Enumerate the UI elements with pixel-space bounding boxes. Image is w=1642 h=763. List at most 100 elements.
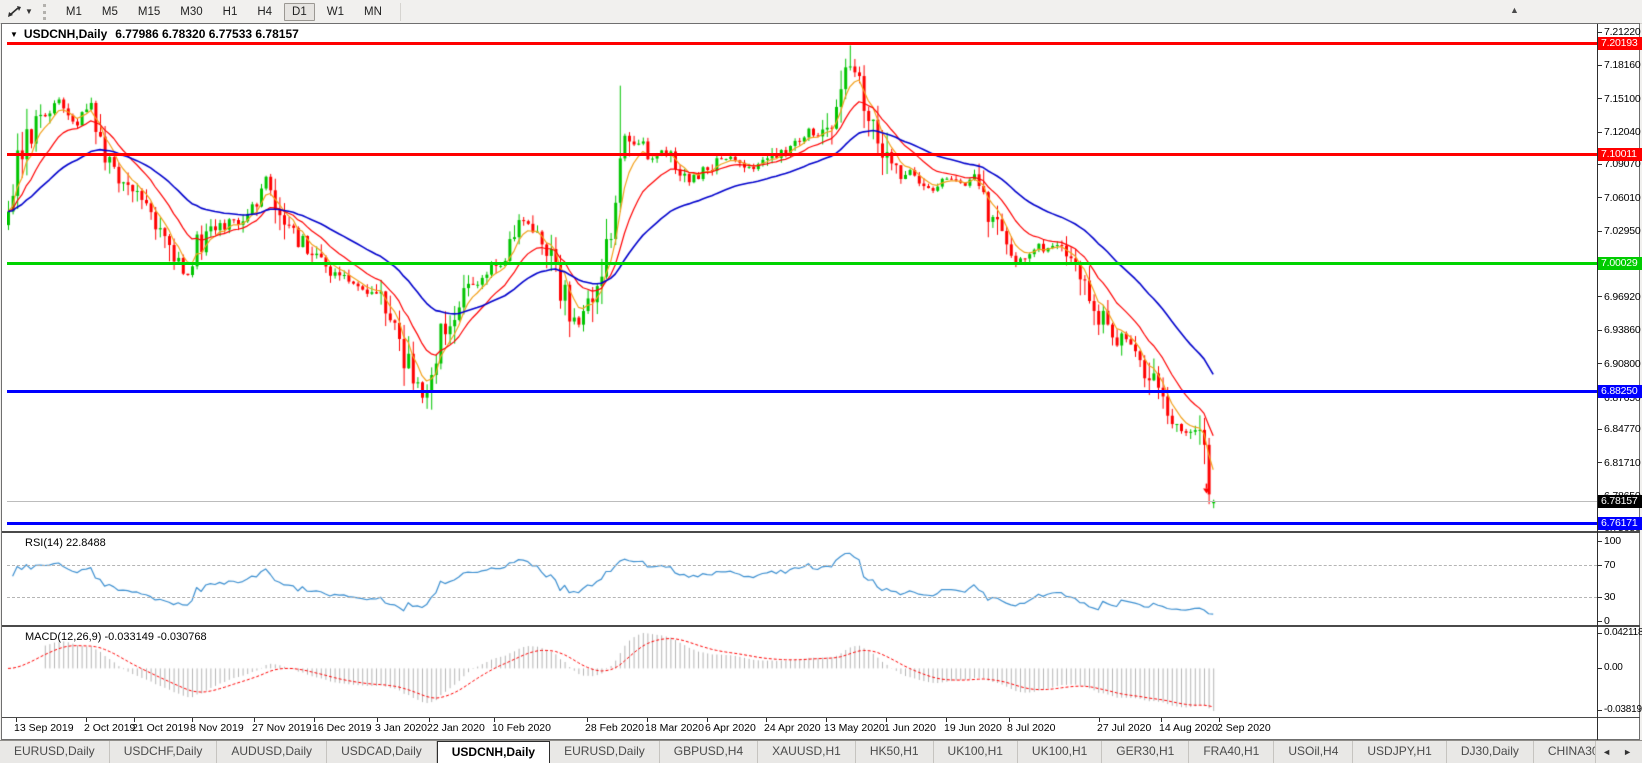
timeframe-button-m30[interactable]: M30	[180, 5, 203, 18]
price-tick-mark	[1598, 462, 1602, 464]
date-axis-label: 16 Dec 2019	[312, 722, 372, 734]
date-tick-mark	[16, 718, 17, 722]
date-tick-mark	[826, 718, 827, 722]
rsi-macd-separator[interactable]	[2, 625, 1640, 627]
date-axis-label: 8 Nov 2019	[190, 722, 244, 734]
macd-scale-label: 0.00	[1604, 662, 1623, 674]
date-axis-label: 2 Oct 2019	[84, 722, 136, 734]
tab-scroll-right-icon[interactable]: ►	[1623, 747, 1632, 757]
date-tick-mark	[1219, 718, 1220, 722]
chart-tab-eurusd-daily[interactable]: EURUSD,Daily	[550, 741, 660, 763]
date-axis-label: 27 Nov 2019	[252, 722, 312, 734]
rsi-scale-tick	[1598, 596, 1602, 598]
date-tick-mark	[886, 718, 887, 722]
price-tick-mark	[1598, 428, 1602, 430]
price-tick-label: 6.81710	[1604, 456, 1641, 469]
price-tick-mark	[1598, 230, 1602, 232]
date-tick-mark	[946, 718, 947, 722]
timeframe-button-d1[interactable]: D1	[284, 2, 315, 21]
rsi-guide-line	[7, 565, 1597, 566]
date-axis-label: 14 Aug 2020	[1159, 722, 1218, 734]
rsi-scale-tick	[1598, 620, 1602, 622]
timeframe-button-mn[interactable]: MN	[364, 5, 382, 18]
toolbar-overflow-icon[interactable]: ▲	[1510, 5, 1519, 15]
date-tick-mark	[86, 718, 87, 722]
date-tick-mark	[707, 718, 708, 722]
date-axis-label: 13 May 2020	[824, 722, 885, 734]
toolbar-drag-handle[interactable]	[42, 3, 46, 20]
rsi-scale-label: 0	[1604, 615, 1610, 627]
rsi-panel-canvas[interactable]	[7, 533, 1597, 625]
price-tick-label: 7.09070	[1604, 158, 1641, 171]
price-tick-mark	[1598, 363, 1602, 365]
chart-tab-usdjpy-h1[interactable]: USDJPY,H1	[1353, 741, 1447, 763]
chart-menu-icon[interactable]: ▼	[10, 29, 18, 39]
rsi-scale-label: 70	[1604, 559, 1616, 571]
macd-panel-canvas[interactable]	[7, 627, 1597, 717]
price-tick-label: 7.21220	[1604, 26, 1641, 39]
chart-tab-bar: EURUSD,Daily USDCHF,Daily AUDUSD,Daily USDC…	[0, 740, 1642, 763]
price-level-badge: 7.20193	[1598, 36, 1642, 50]
horizontal-level-line[interactable]	[7, 500, 1597, 502]
chart-tab-hk50-h1[interactable]: HK50,H1	[856, 741, 934, 763]
chart-tab-usdchf-daily[interactable]: USDCHF,Daily	[110, 741, 218, 763]
date-tick-mark	[1009, 718, 1010, 722]
chart-tab-china300-h1[interactable]: CHINA300,H1	[1534, 741, 1595, 763]
date-axis-label: 8 Jul 2020	[1007, 722, 1056, 734]
tab-scroll-left-icon[interactable]: ◄	[1602, 747, 1612, 757]
horizontal-level-line[interactable]	[7, 521, 1597, 525]
date-axis-label: 21 Oct 2019	[132, 722, 190, 734]
price-tick-mark	[1598, 329, 1602, 331]
date-axis-label: 24 Apr 2020	[764, 722, 821, 734]
price-tick-label: 7.18160	[1604, 59, 1641, 72]
timeframe-button-h1[interactable]: H1	[222, 5, 238, 18]
chart-tab-audusd-daily[interactable]: AUDUSD,Daily	[217, 741, 328, 763]
price-tick-mark	[1598, 98, 1602, 100]
chart-tab-gbpusd-h4[interactable]: GBPUSD,H4	[660, 741, 759, 763]
timeframe-buttons: M1 M5 M15 M30 H1 H4 D1 W1 MN	[56, 2, 392, 21]
date-axis-label: 28 Feb 2020	[585, 722, 644, 734]
rsi-scale-label: 30	[1604, 591, 1616, 603]
main-rsi-separator[interactable]	[2, 531, 1640, 533]
rsi-label: RSI(14) 22.8488	[25, 537, 106, 549]
date-tick-mark	[377, 718, 378, 722]
price-tick-mark	[1598, 31, 1602, 33]
chart-tab-usdcad-daily[interactable]: USDCAD,Daily	[327, 741, 437, 763]
chart-tab-uk100-h1[interactable]: UK100,H1	[1018, 741, 1103, 763]
macd-scale-label: 0.042118	[1604, 627, 1642, 638]
date-axis-label: 1 Jun 2020	[884, 722, 936, 734]
timeframe-button-h4[interactable]: H4	[257, 5, 273, 18]
price-chart-canvas[interactable]	[7, 24, 1597, 531]
chart-title: ▼ USDCNH,Daily 6.77986 6.78320 6.77533 6…	[10, 27, 299, 41]
chevron-down-icon[interactable]: ▼	[25, 7, 33, 16]
rsi-guide-line	[7, 597, 1597, 598]
date-axis-label: 18 Mar 2020	[645, 722, 704, 734]
cursor-tool-icon[interactable]	[5, 4, 23, 20]
chart-tab-fra40-h1[interactable]: FRA40,H1	[1189, 741, 1275, 763]
chart-tab-usoil-h4[interactable]: USOil,H4	[1274, 741, 1354, 763]
timeframe-button-w1[interactable]: W1	[326, 5, 344, 18]
price-tick-mark	[1598, 131, 1602, 133]
chart-tab-eurusd-daily[interactable]: EURUSD,Daily	[0, 741, 110, 763]
chart-tab-xauusd-h1[interactable]: XAUUSD,H1	[758, 741, 856, 763]
date-tick-mark	[1161, 718, 1162, 722]
price-tick-label: 6.90800	[1604, 357, 1641, 370]
chart-tab-dj30-daily[interactable]: DJ30,Daily	[1447, 741, 1534, 763]
horizontal-level-line[interactable]	[7, 41, 1597, 45]
price-level-badge: 7.10011	[1598, 147, 1642, 161]
date-tick-mark	[766, 718, 767, 722]
chart-tab-ger30-h1[interactable]: GER30,H1	[1102, 741, 1190, 763]
horizontal-level-line[interactable]	[7, 261, 1597, 265]
timeframe-button-m15[interactable]: M15	[137, 5, 161, 18]
horizontal-level-line[interactable]	[7, 389, 1597, 393]
chart-tab-uk100-h1[interactable]: UK100,H1	[934, 741, 1018, 763]
horizontal-level-line[interactable]	[7, 152, 1597, 156]
macd-scale-tick	[1598, 709, 1602, 711]
timeframe-button-m1[interactable]: M1	[65, 5, 82, 18]
price-level-badge: 7.00029	[1598, 256, 1642, 270]
chart-tab-usdcnh-daily[interactable]: USDCNH,Daily	[436, 741, 551, 763]
timeframe-button-m5[interactable]: M5	[101, 5, 118, 18]
date-axis-label: 10 Feb 2020	[492, 722, 551, 734]
price-tick-label: 6.93860	[1604, 324, 1641, 337]
date-tick-mark	[1099, 718, 1100, 722]
